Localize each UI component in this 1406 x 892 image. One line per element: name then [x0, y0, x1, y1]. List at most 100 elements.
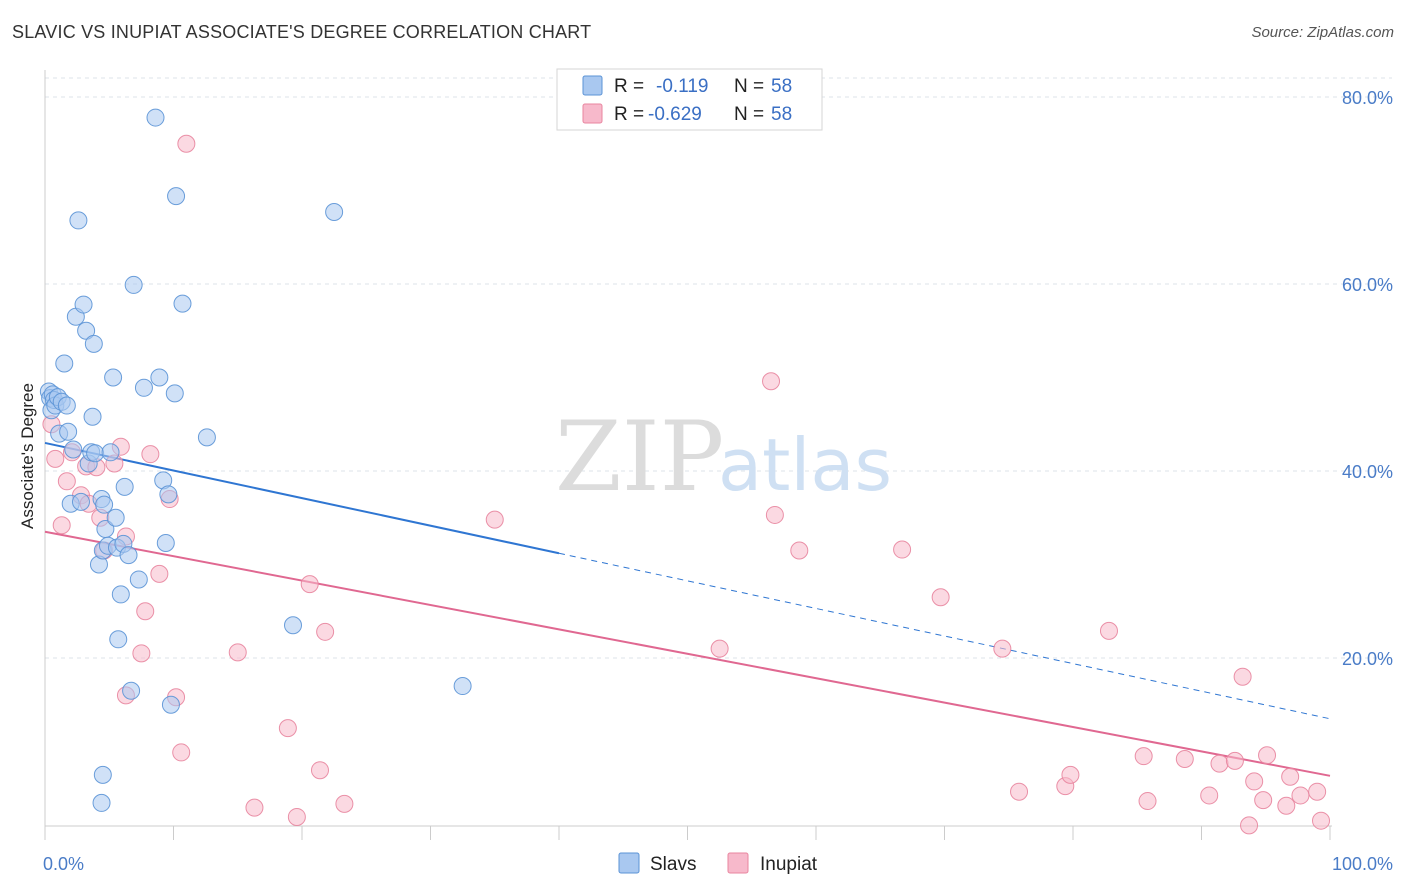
point-slavs-47 — [161, 695, 180, 714]
trend-line-slavs — [44, 441, 560, 555]
trend-line-inupiat — [44, 530, 1331, 777]
trend-lines — [44, 441, 1331, 777]
point-inupiat-26 — [287, 807, 306, 826]
point-slavs-21 — [83, 407, 102, 426]
point-inupiat-27 — [300, 575, 319, 594]
point-inupiat-58 — [1312, 811, 1331, 830]
point-inupiat-38 — [993, 639, 1012, 658]
point-slavs-40 — [129, 570, 148, 589]
point-inupiat-41 — [1061, 765, 1080, 784]
point-inupiat-31 — [485, 510, 504, 529]
point-inupiat-16 — [136, 602, 155, 621]
point-slavs-36 — [115, 477, 134, 496]
point-slavs-45 — [156, 533, 175, 552]
series-legend: Slavs Inupiat — [618, 852, 818, 875]
point-inupiat-32 — [710, 639, 729, 658]
point-slavs-39 — [124, 275, 143, 294]
axes — [44, 70, 1332, 840]
point-inupiat-52 — [1254, 791, 1273, 810]
point-slavs-49 — [167, 187, 186, 206]
correlation-legend: R = -0.119 N = 58 R = -0.629 N = 58 — [556, 68, 823, 131]
point-inupiat-34 — [765, 505, 784, 524]
point-slavs-56 — [109, 630, 128, 649]
point-inupiat-23 — [228, 643, 247, 662]
point-slavs-53 — [325, 203, 344, 222]
point-slavs-9 — [55, 354, 74, 373]
point-inupiat-2 — [52, 516, 71, 535]
legend-swatch-slavs — [582, 75, 603, 96]
point-inupiat-50 — [1240, 816, 1259, 835]
legend-r-value-slavs: -0.119 — [656, 76, 708, 97]
point-slavs-51 — [197, 428, 216, 447]
watermark: ZIP atlas — [555, 401, 892, 513]
point-inupiat-57 — [1308, 782, 1327, 801]
point-slavs-37 — [119, 546, 138, 565]
point-slavs-16 — [71, 492, 90, 511]
point-inupiat-21 — [172, 743, 191, 762]
legend-r-value-inupiat: -0.629 — [648, 104, 702, 125]
point-slavs-10 — [57, 396, 76, 415]
point-slavs-13 — [64, 440, 83, 459]
point-inupiat-51 — [1245, 772, 1264, 791]
point-inupiat-49 — [1233, 667, 1252, 686]
series-legend-swatch-inupiat — [727, 852, 749, 874]
point-inupiat-35 — [790, 541, 809, 560]
chart-title: SLAVIC VS INUPIAT ASSOCIATE'S DEGREE COR… — [12, 22, 592, 42]
point-inupiat-56 — [1291, 786, 1310, 805]
point-inupiat-36 — [893, 540, 912, 559]
y-axis-label: Associate's Degree — [18, 383, 37, 529]
point-inupiat-29 — [316, 622, 335, 641]
point-slavs-30 — [101, 443, 120, 462]
point-slavs-31 — [104, 368, 123, 387]
y-tick-label-80: 80.0% — [1342, 88, 1393, 108]
point-slavs-52 — [284, 616, 303, 635]
point-slavs-38 — [122, 681, 141, 700]
point-inupiat-17 — [141, 445, 160, 464]
point-slavs-54 — [93, 765, 112, 784]
series-legend-label-slavs: Slavs — [650, 854, 696, 875]
legend-n-value-slavs: 58 — [771, 76, 792, 97]
point-slavs-22 — [84, 334, 103, 353]
legend-n-value-inupiat: 58 — [771, 104, 792, 125]
point-inupiat-39 — [1010, 782, 1029, 801]
point-inupiat-1 — [46, 449, 65, 468]
watermark-atlas: atlas — [718, 423, 892, 507]
point-inupiat-24 — [245, 798, 264, 817]
point-inupiat-46 — [1200, 786, 1219, 805]
point-inupiat-37 — [931, 588, 950, 607]
point-slavs-23 — [86, 444, 105, 463]
data-points — [39, 108, 1331, 835]
legend-swatch-inupiat — [582, 103, 603, 124]
point-inupiat-44 — [1138, 792, 1157, 811]
point-inupiat-53 — [1258, 746, 1277, 765]
point-slavs-57 — [453, 677, 472, 696]
y-tick-labels: 20.0% 40.0% 60.0% 80.0% — [1342, 88, 1393, 669]
legend-n-label-slavs: N = — [734, 76, 764, 97]
point-slavs-48 — [165, 384, 184, 403]
point-inupiat-18 — [150, 564, 169, 583]
y-tick-label-40: 40.0% — [1342, 462, 1393, 482]
point-inupiat-55 — [1281, 767, 1300, 786]
point-inupiat-25 — [278, 719, 297, 738]
point-inupiat-3 — [57, 472, 76, 491]
point-inupiat-30 — [335, 794, 354, 813]
point-slavs-32 — [106, 508, 125, 527]
point-inupiat-42 — [1099, 621, 1118, 640]
legend-r-label-slavs: R = — [614, 76, 644, 97]
point-slavs-43 — [150, 368, 169, 387]
x-tick-label-max: 100.0% — [1332, 854, 1393, 874]
point-slavs-27 — [95, 495, 114, 514]
source-label: Source: ZipAtlas.com — [1251, 24, 1394, 41]
point-slavs-55 — [92, 793, 111, 812]
point-inupiat-54 — [1277, 796, 1296, 815]
point-slavs-11 — [59, 422, 78, 441]
x-tick-label-min: 0.0% — [43, 854, 84, 874]
point-slavs-42 — [146, 108, 165, 127]
point-slavs-34 — [111, 585, 130, 604]
point-inupiat-43 — [1134, 747, 1153, 766]
point-slavs-41 — [134, 378, 153, 397]
point-inupiat-22 — [177, 134, 196, 153]
point-inupiat-45 — [1175, 749, 1194, 768]
point-slavs-17 — [74, 295, 93, 314]
